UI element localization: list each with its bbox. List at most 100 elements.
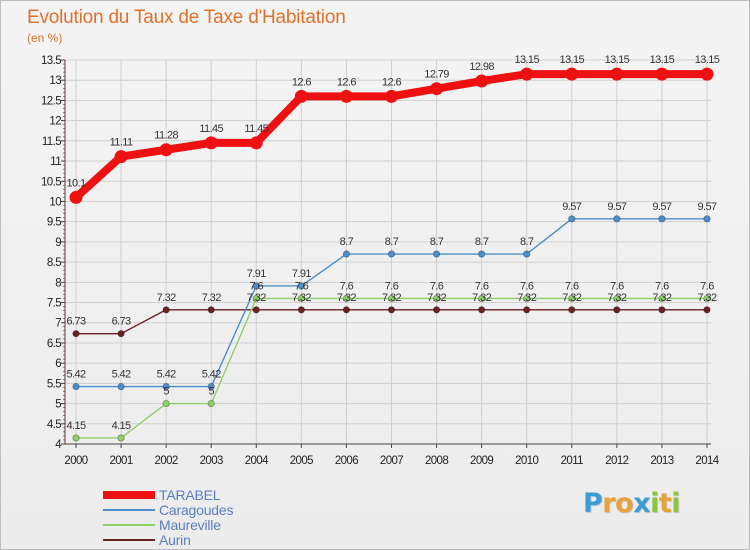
data-label-maureville: 7.6 [610,280,624,292]
data-label-caragoudes: 9.57 [697,201,716,213]
data-point-maureville [568,294,576,303]
data-point-maureville [342,294,351,303]
data-point-tarabel [565,67,579,81]
data-point-caragoudes [613,215,621,223]
data-label-aurin: 7.32 [202,292,221,304]
logo-letter: i [650,488,659,519]
data-label-tarabel: 13.15 [605,54,630,66]
data-label-caragoudes: 8.7 [385,236,399,248]
data-label-aurin: 7.32 [472,292,491,304]
x-tick-label: 2002 [155,455,178,467]
data-point-caragoudes [658,215,666,223]
data-label-maureville: 4.15 [112,420,131,432]
y-tick-label: 7 [55,318,61,330]
logo-letter: r [602,488,616,519]
data-label-tarabel: 12.6 [292,76,311,88]
proxiti-logo: Proxiti [583,488,681,519]
data-label-aurin: 7.32 [337,292,356,304]
data-point-caragoudes [72,383,80,391]
data-point-aurin [613,306,621,314]
data-label-tarabel: 11.11 [110,137,133,149]
legend-label: Maureville [159,516,221,533]
x-tick-label: 2000 [64,455,87,467]
data-point-aurin [252,306,260,314]
data-label-maureville: 7.6 [700,280,714,292]
legend-item: Caragoudes [103,502,233,518]
data-point-caragoudes [387,250,396,258]
data-point-caragoudes [568,215,576,223]
data-label-maureville: 7.6 [430,280,444,292]
data-label-aurin: 7.32 [607,292,626,304]
data-point-maureville [613,294,621,303]
data-label-aurin: 7.32 [157,292,176,304]
x-tick-label: 2009 [470,455,493,467]
legend-item: Aurin [103,531,233,548]
x-tick-label: 2007 [380,455,403,467]
x-tick-label: 2006 [335,455,358,467]
chart-title: Evolution du Taux de Taxe d'Habitation [27,7,346,28]
data-point-caragoudes [207,383,215,391]
data-label-tarabel: 13.15 [650,54,675,66]
data-label-caragoudes: 8.7 [520,236,534,248]
data-point-maureville [432,294,441,303]
data-label-maureville: 7.6 [340,280,354,292]
data-point-aurin [432,306,441,314]
data-label-maureville: 7.6 [385,280,399,292]
data-point-tarabel [655,67,669,81]
data-label-caragoudes: 5.42 [112,369,131,381]
data-point-tarabel [294,89,308,103]
data-point-maureville [252,294,260,303]
data-point-tarabel [159,143,173,157]
y-tick-label: 8 [55,277,61,289]
data-label-caragoudes: 9.57 [607,201,626,213]
data-point-aurin [162,306,170,314]
data-label-caragoudes: 5.42 [157,369,176,381]
data-label-maureville: 5 [163,386,169,398]
data-point-tarabel [114,150,128,164]
data-point-caragoudes [432,250,441,258]
data-point-tarabel [430,82,444,96]
data-label-maureville: 7.6 [250,280,264,292]
data-point-aurin [658,306,666,314]
y-tick-label: 8.5 [47,257,61,269]
data-point-maureville [703,294,711,303]
data-label-tarabel: 13.15 [695,54,720,66]
y-tick-label: 13 [49,75,61,87]
y-tick-label: 11.5 [42,136,61,148]
y-tick-label: 5.5 [47,378,61,390]
data-label-maureville: 4.15 [66,420,85,432]
data-point-aurin [523,306,531,314]
data-label-caragoudes: 8.7 [340,236,354,248]
y-tick-label: 10.5 [41,176,61,188]
y-tick-label: 12 [49,116,61,128]
data-label-aurin: 7.32 [652,292,671,304]
data-point-caragoudes [252,282,260,290]
data-point-caragoudes [478,250,486,258]
data-point-caragoudes [117,383,125,391]
y-tick-label: 6 [55,358,61,370]
data-point-maureville [72,434,80,442]
legend-label: Aurin [159,531,191,548]
data-label-aurin: 7.32 [697,292,716,304]
x-tick-label: 2001 [109,455,132,467]
x-tick-label: 2008 [425,455,448,467]
chart-subtitle: (en %) [27,31,63,45]
data-point-caragoudes [342,250,351,258]
data-point-tarabel [700,67,714,81]
data-point-tarabel [385,89,398,103]
y-tick-label: 4 [55,439,62,451]
data-point-caragoudes [523,250,531,258]
data-label-caragoudes: 7.91 [247,268,266,280]
data-point-aurin [703,306,711,314]
data-point-aurin [387,306,396,314]
data-point-aurin [72,330,80,338]
data-label-aurin: 7.32 [427,292,446,304]
y-tick-label: 6.5 [47,338,61,350]
data-point-aurin [478,306,486,314]
data-label-maureville: 7.6 [475,280,489,292]
data-point-maureville [387,294,396,303]
x-tick-label: 2005 [290,455,313,467]
data-label-tarabel: 11.45 [244,123,268,135]
